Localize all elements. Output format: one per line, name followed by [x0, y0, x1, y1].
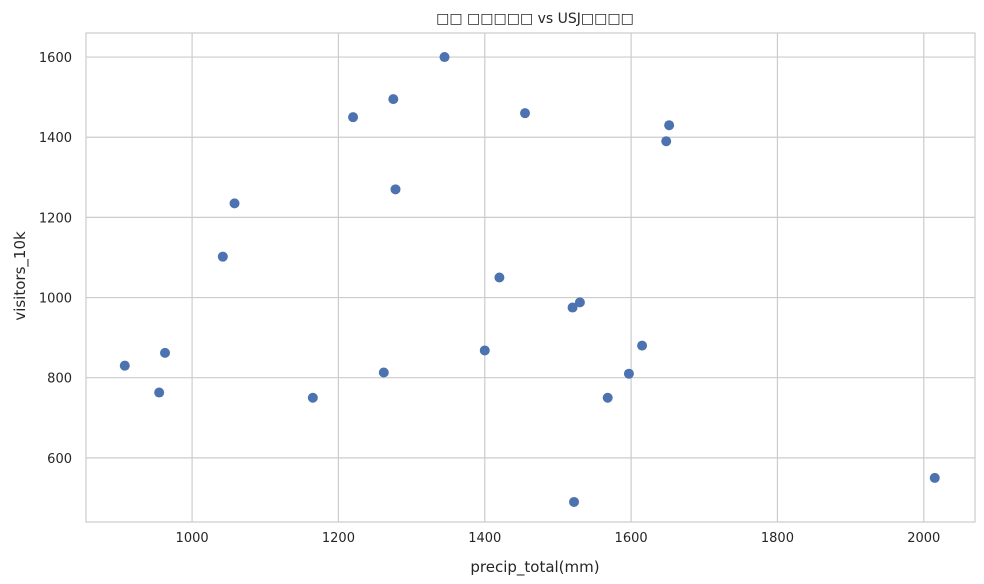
y-tick-label: 600: [47, 452, 72, 467]
x-tick-label: 1600: [615, 531, 648, 546]
data-point: [929, 472, 940, 483]
data-point: [388, 94, 399, 105]
y-tick-labels: 600 800 1000 1200 1400 1600: [39, 51, 72, 467]
data-point: [664, 120, 675, 131]
data-point: [567, 302, 578, 313]
data-point: [520, 108, 531, 119]
data-point: [307, 392, 318, 403]
data-point: [661, 136, 672, 147]
data-point: [569, 496, 580, 507]
x-tick-label: 1200: [322, 531, 355, 546]
y-tick-label: 1600: [39, 51, 72, 66]
data-point: [378, 367, 389, 378]
data-point: [154, 387, 165, 398]
y-tick-label: 800: [47, 372, 72, 387]
data-point: [602, 392, 613, 403]
x-tick-label: 1000: [176, 531, 209, 546]
plot-frame: [85, 32, 976, 523]
x-tick-labels: 1000 1200 1400 1600 1800 2000: [176, 531, 941, 546]
data-point: [119, 360, 130, 371]
data-point: [348, 112, 359, 123]
y-axis-label: visitors_10k: [11, 231, 30, 321]
y-tick-label: 1400: [39, 131, 72, 146]
y-tick-label: 1200: [39, 211, 72, 226]
data-point: [479, 345, 490, 356]
grid-lines: [86, 33, 975, 522]
x-tick-label: 1400: [468, 531, 501, 546]
x-tick-label: 2000: [907, 531, 940, 546]
data-point: [160, 347, 171, 358]
data-point: [637, 340, 648, 351]
x-tick-label: 1800: [761, 531, 794, 546]
data-point: [623, 368, 634, 379]
data-points: [119, 52, 940, 507]
y-tick-label: 1000: [39, 292, 72, 307]
x-axis-label: precip_total(mm): [470, 558, 599, 577]
chart-title: □□ □□□□□ vs USJ□□□□: [436, 11, 634, 27]
data-point: [229, 198, 240, 209]
data-point: [390, 184, 401, 195]
data-point: [217, 251, 228, 262]
data-point: [574, 297, 585, 308]
data-point: [494, 272, 505, 283]
data-point: [439, 52, 450, 63]
